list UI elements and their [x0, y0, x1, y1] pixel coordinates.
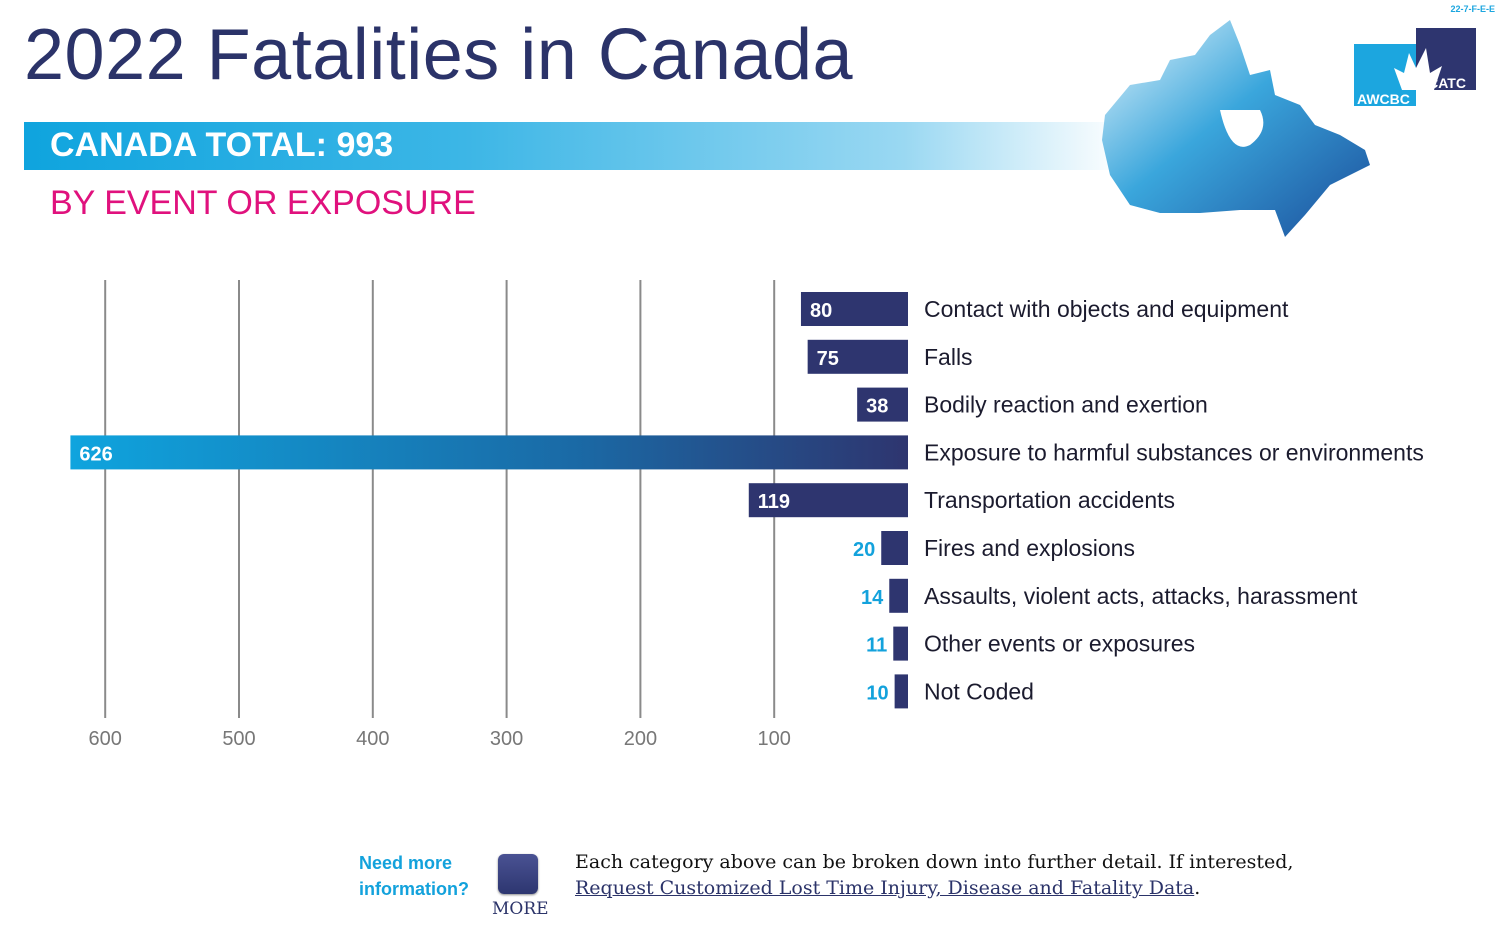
bar-value-label: 75	[817, 348, 839, 370]
category-label: Exposure to harmful substances or enviro…	[924, 439, 1424, 465]
x-tick-label: 600	[89, 728, 122, 750]
bar-value-label: 14	[861, 587, 884, 609]
x-tick-label: 300	[490, 728, 523, 750]
chart-subtitle: BY EVENT OR EXPOSURE	[50, 184, 476, 222]
bar-value-label: 38	[866, 396, 888, 418]
request-data-link[interactable]: Request Customized Lost Time Injury, Dis…	[575, 877, 1195, 899]
need-more-info-text: Need more information?	[359, 853, 469, 899]
category-label: Falls	[924, 344, 973, 370]
bar-value-label: 80	[810, 300, 832, 322]
link-suffix: .	[1194, 877, 1201, 899]
bar	[894, 674, 908, 709]
logo-acatc: ACATC	[1418, 75, 1466, 91]
category-label: Contact with objects and equipment	[924, 296, 1289, 322]
more-button[interactable]	[498, 854, 538, 894]
bar-value-label: 11	[866, 635, 887, 657]
canada-total: CANADA TOTAL: 993	[50, 126, 394, 164]
x-tick-label: 100	[758, 728, 791, 750]
category-label: Not Coded	[924, 678, 1034, 704]
x-tick-label: 200	[624, 728, 657, 750]
category-label: Other events or exposures	[924, 631, 1195, 657]
total-band	[24, 122, 1124, 170]
bar-value-label: 20	[853, 539, 875, 561]
note-text: Each category above can be broken down i…	[575, 851, 1294, 873]
more-button-label[interactable]: MORE	[492, 899, 549, 919]
category-label: Assaults, violent acts, attacks, harassm…	[924, 583, 1358, 609]
footer-note: Each category above can be broken down i…	[575, 849, 1293, 901]
awcbc-acatc-logo: ACATC AWCBC	[1354, 28, 1476, 107]
bar	[857, 387, 908, 422]
bar	[893, 626, 908, 661]
bar-value-label: 119	[758, 491, 790, 513]
canada-map-icon	[1102, 20, 1370, 237]
bar	[800, 292, 908, 326]
chart-title: 2022 Fatalities in Canada	[24, 15, 854, 95]
bar	[70, 435, 909, 470]
category-label: Bodily reaction and exertion	[924, 392, 1208, 418]
bar-value-label: 10	[866, 682, 888, 704]
x-tick-label: 500	[222, 728, 255, 750]
logo-awcbc: AWCBC	[1357, 91, 1410, 107]
category-label: Transportation accidents	[924, 487, 1175, 513]
bar-chart: 600 500 400 300 200 100 80 Contact with object…	[70, 280, 1424, 750]
document-code: 22-7-F-E-E	[1450, 4, 1495, 14]
bar	[748, 483, 908, 518]
bar	[889, 578, 908, 613]
x-tick-label: 400	[356, 728, 389, 750]
category-label: Fires and explosions	[924, 535, 1135, 561]
bar	[881, 531, 908, 565]
bar-value-label: 626	[79, 443, 112, 465]
bar	[807, 339, 908, 374]
